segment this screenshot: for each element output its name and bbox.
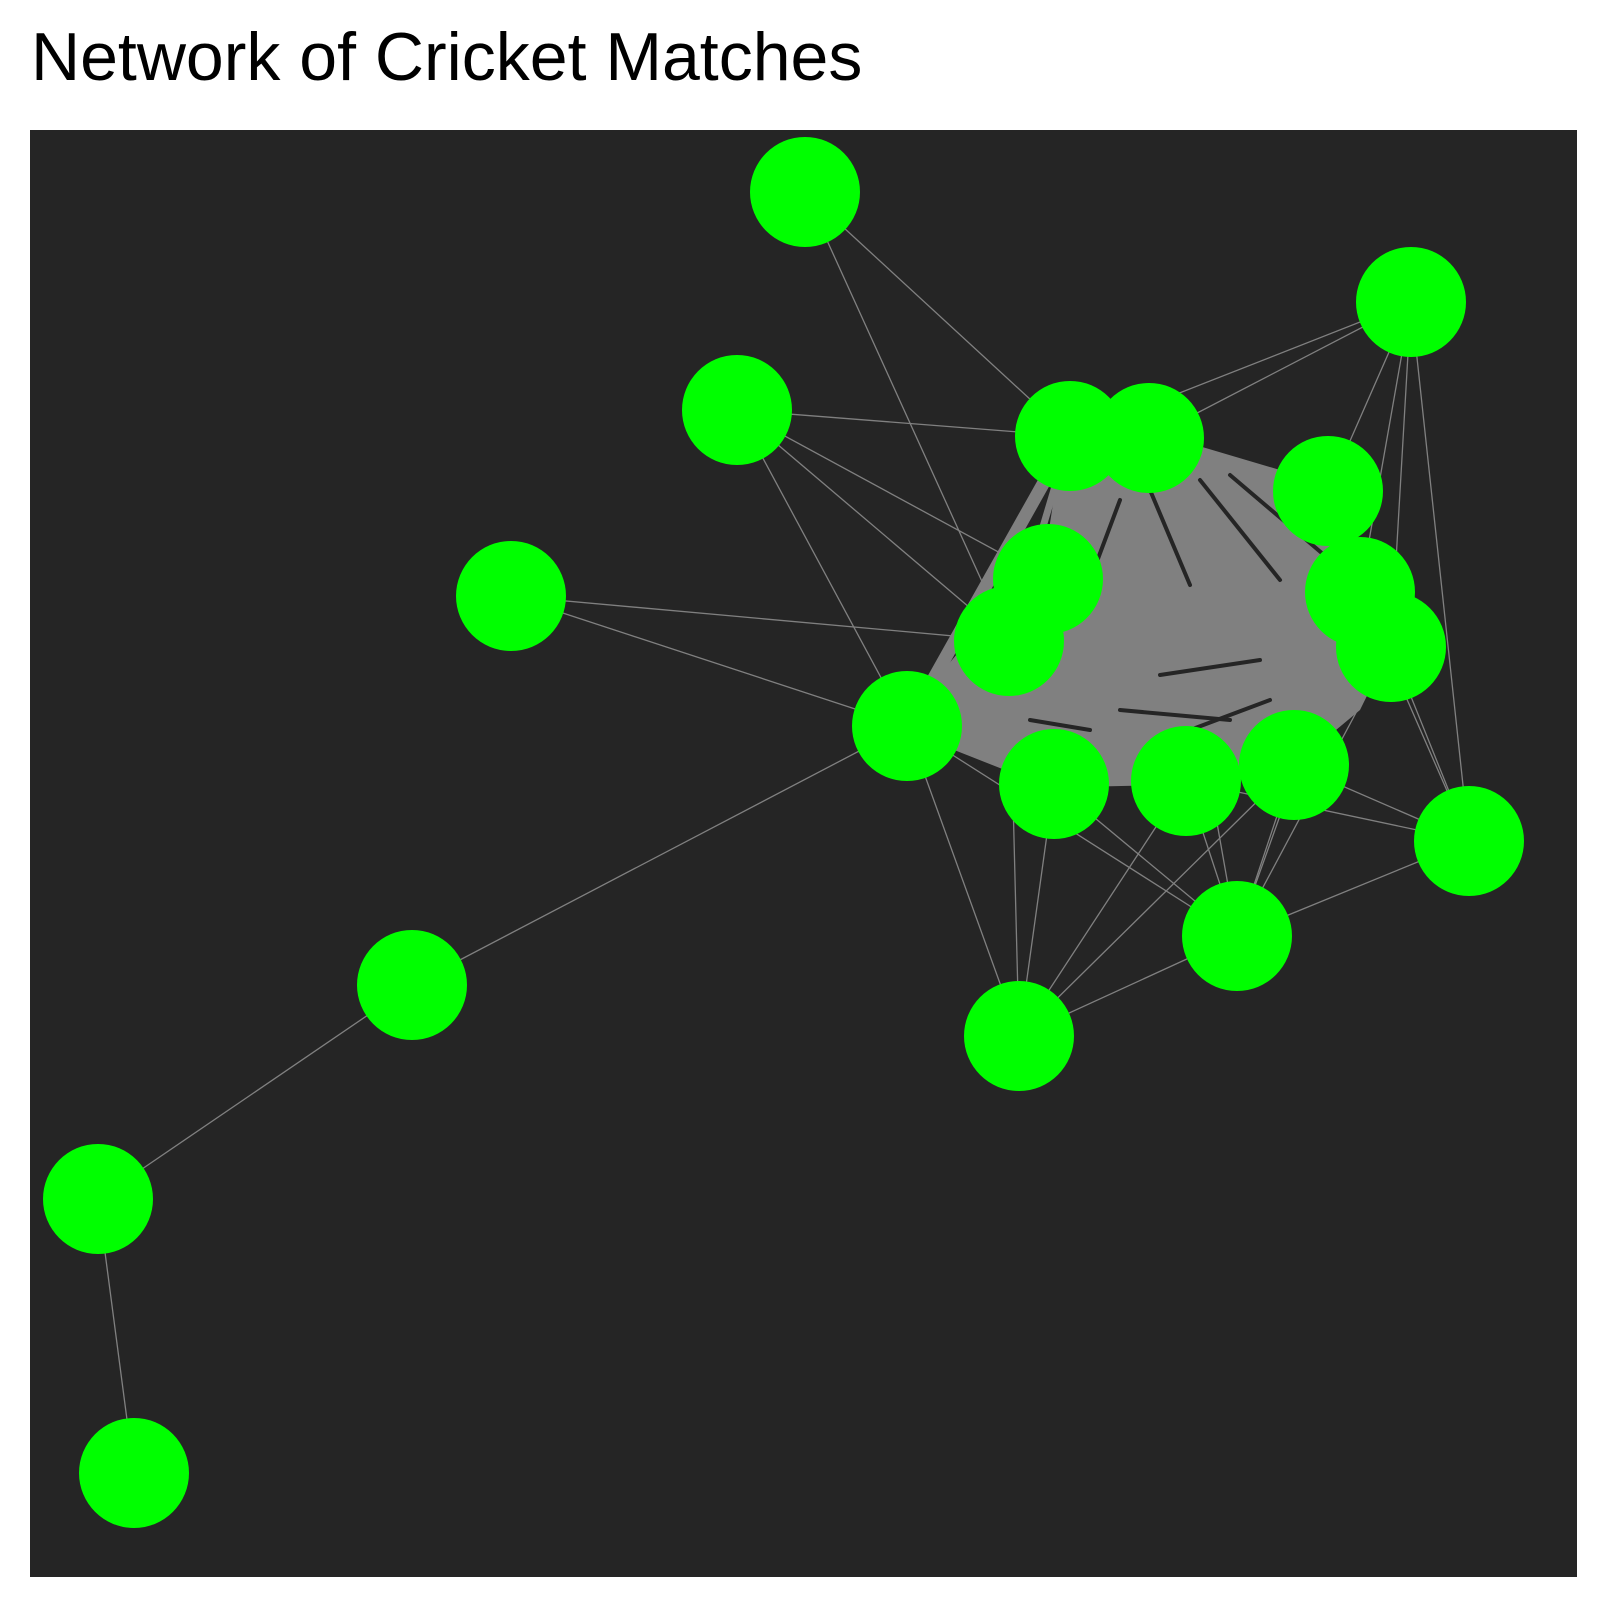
network-node: [79, 1418, 189, 1528]
network-edge: [903, 588, 1364, 730]
network-node: [999, 729, 1109, 839]
network-edge: [97, 984, 413, 1200]
network-edge: [1002, 585, 1367, 648]
nodes-layer: [43, 137, 1524, 1528]
network-edge: [1018, 764, 1295, 1037]
network-edge: [804, 191, 1071, 437]
network-edge: [902, 642, 1396, 731]
network-edge: [736, 409, 1071, 437]
network-node: [750, 137, 860, 247]
network-node: [1239, 710, 1349, 820]
network-node: [357, 930, 467, 1040]
network-node: [43, 1144, 153, 1254]
network-edge: [411, 725, 908, 986]
network-edge: [804, 191, 1010, 642]
network-node: [1336, 592, 1446, 702]
network-node: [1094, 383, 1204, 493]
network-node: [1182, 881, 1292, 991]
network-edge: [1144, 433, 1191, 786]
network-node: [1414, 786, 1524, 896]
edge-gap: [1028, 718, 1092, 732]
network-panel: [30, 130, 1577, 1577]
network-edge: [900, 429, 1077, 733]
network-edge: [736, 409, 908, 727]
network-edge: [899, 483, 1336, 734]
network-node: [1015, 381, 1125, 491]
network-node: [964, 981, 1074, 1091]
network-node: [456, 541, 566, 651]
network-node: [1273, 436, 1383, 546]
edge-gap: [1188, 698, 1272, 732]
network-edge: [1005, 637, 1395, 651]
network-node: [1356, 247, 1466, 357]
panel-background: [30, 130, 1577, 1577]
network-edge: [736, 409, 1010, 642]
network-edge: [1410, 301, 1470, 842]
network-node: [852, 671, 962, 781]
network-node: [954, 586, 1064, 696]
edge-gap: [1148, 488, 1192, 587]
edge-gap: [1158, 658, 1262, 677]
network-node: [682, 355, 792, 465]
network-edge: [510, 595, 1010, 642]
edge-gap: [1118, 708, 1232, 722]
network-edge: [510, 595, 908, 727]
page-title: Network of Cricket Matches: [31, 19, 863, 95]
network-node: [1131, 726, 1241, 836]
network-edge: [736, 409, 1049, 580]
network-edge: [1050, 487, 1332, 788]
edge-gap: [1198, 478, 1282, 582]
